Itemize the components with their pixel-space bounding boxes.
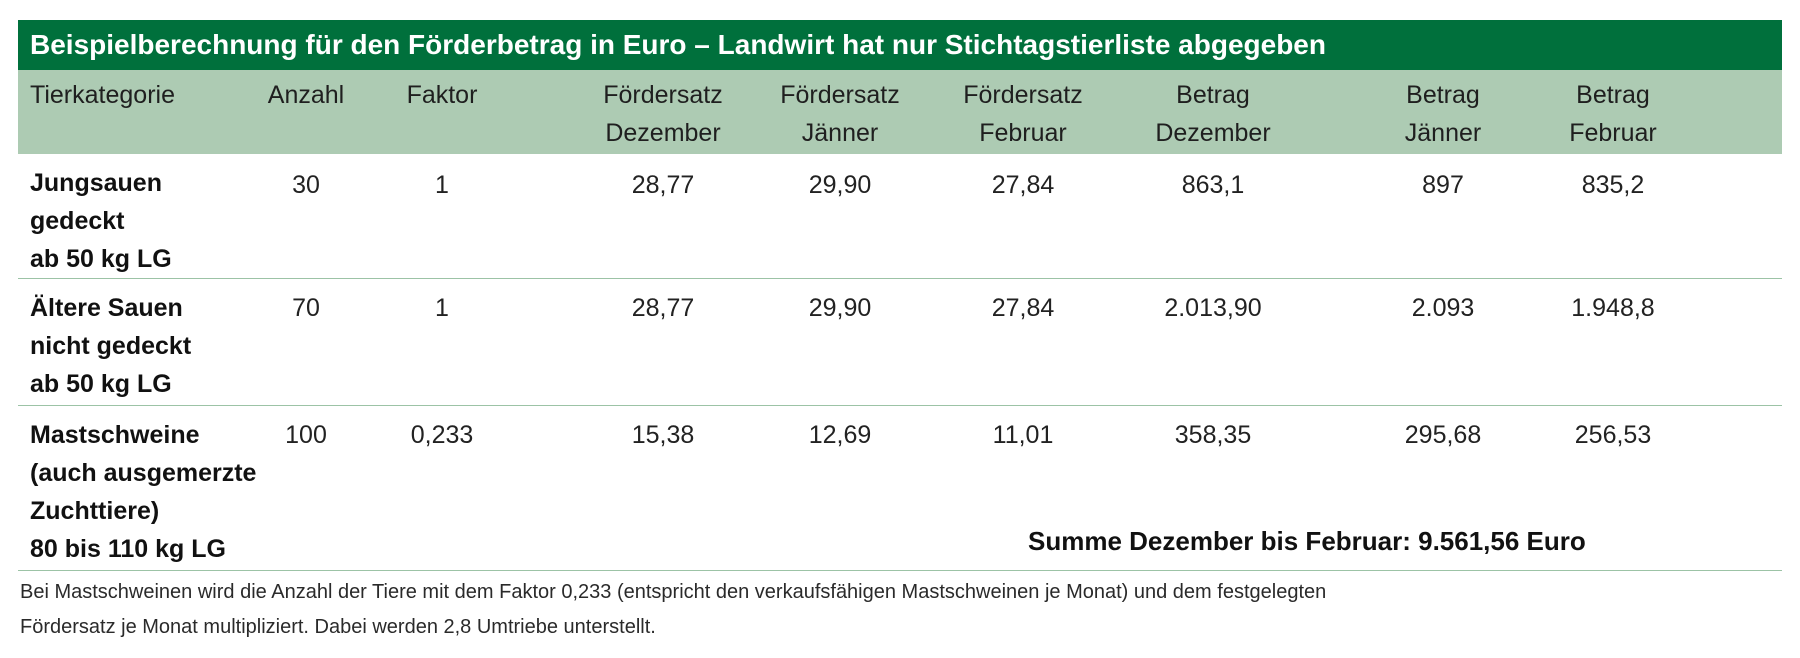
- header-betrag-jaenner: Betrag Jänner: [1404, 81, 1482, 147]
- header-faktor: Faktor: [406, 81, 478, 109]
- footnote-line: Fördersatz je Monat multipliziert. Dabei…: [20, 616, 656, 638]
- footnote: Bei Mastschweinen wird die Anzahl der Ti…: [18, 575, 1782, 645]
- category-label: Ältere Sauen nicht gedeckt ab 50 kg LG: [30, 294, 192, 398]
- header-anzahl: Anzahl: [267, 81, 345, 109]
- header-betrag-dezember: Betrag Dezember: [1155, 81, 1271, 147]
- table-container: Beispielberechnung für den Förderbetrag …: [18, 20, 1782, 645]
- cell-anzahl: 100: [285, 421, 327, 449]
- cell-satz-februar: 27,84: [991, 171, 1055, 199]
- table-row: Mastschweine (auch ausgemerzte Zuchttier…: [18, 406, 1782, 571]
- header-row: Tierkategorie Anzahl Faktor Fördersatz De…: [18, 70, 1782, 156]
- cell-satz-jaenner: 29,90: [808, 294, 872, 322]
- footnote-line: Bei Mastschweinen wird die Anzahl der Ti…: [20, 581, 1327, 603]
- cell-satz-dezember: 15,38: [631, 421, 695, 449]
- header-foerdersatz-dezember: Fördersatz Dezember: [603, 81, 723, 147]
- table-row: Ältere Sauen nicht gedeckt ab 50 kg LG 7…: [18, 279, 1782, 406]
- sum-total: Summe Dezember bis Februar: 9.561,56 Eur…: [1028, 526, 1586, 556]
- header-foerdersatz-jaenner: Fördersatz Jänner: [780, 81, 900, 147]
- header-tierkategorie: Tierkategorie: [30, 81, 175, 109]
- cell-betrag-dezember: 358,35: [1174, 421, 1252, 449]
- category-label: Mastschweine (auch ausgemerzte Zuchttier…: [30, 421, 257, 563]
- cell-betrag-februar: 835,2: [1581, 171, 1645, 199]
- cell-betrag-dezember: 2.013,90: [1164, 294, 1262, 322]
- cell-faktor: 1: [435, 171, 449, 199]
- cell-betrag-jaenner: 897: [1422, 171, 1464, 199]
- cell-satz-dezember: 28,77: [631, 294, 695, 322]
- cell-satz-februar: 11,01: [992, 421, 1054, 449]
- cell-betrag-jaenner: 2.093: [1411, 294, 1475, 322]
- cell-faktor: 0,233: [410, 421, 474, 449]
- cell-betrag-februar: 256,53: [1574, 421, 1652, 449]
- cell-betrag-dezember: 863,1: [1181, 171, 1245, 199]
- cell-anzahl: 70: [292, 294, 320, 322]
- header-foerdersatz-februar: Fördersatz Februar: [963, 81, 1083, 147]
- table-row: Jungsauen gedeckt ab 50 kg LG 30 1 28,77…: [18, 156, 1782, 279]
- cell-betrag-jaenner: 295,68: [1404, 421, 1482, 449]
- cell-satz-februar: 27,84: [991, 294, 1055, 322]
- header-betrag-februar: Betrag Februar: [1569, 81, 1657, 147]
- cell-anzahl: 30: [292, 171, 320, 199]
- cell-faktor: 1: [435, 294, 449, 322]
- cell-satz-jaenner: 29,90: [808, 171, 872, 199]
- cell-satz-dezember: 28,77: [631, 171, 695, 199]
- cell-satz-jaenner: 12,69: [808, 421, 872, 449]
- table-title: Beispielberechnung für den Förderbetrag …: [18, 20, 1782, 70]
- cell-betrag-februar: 1.948,8: [1571, 294, 1655, 322]
- category-label: Jungsauen gedeckt ab 50 kg LG: [30, 169, 172, 273]
